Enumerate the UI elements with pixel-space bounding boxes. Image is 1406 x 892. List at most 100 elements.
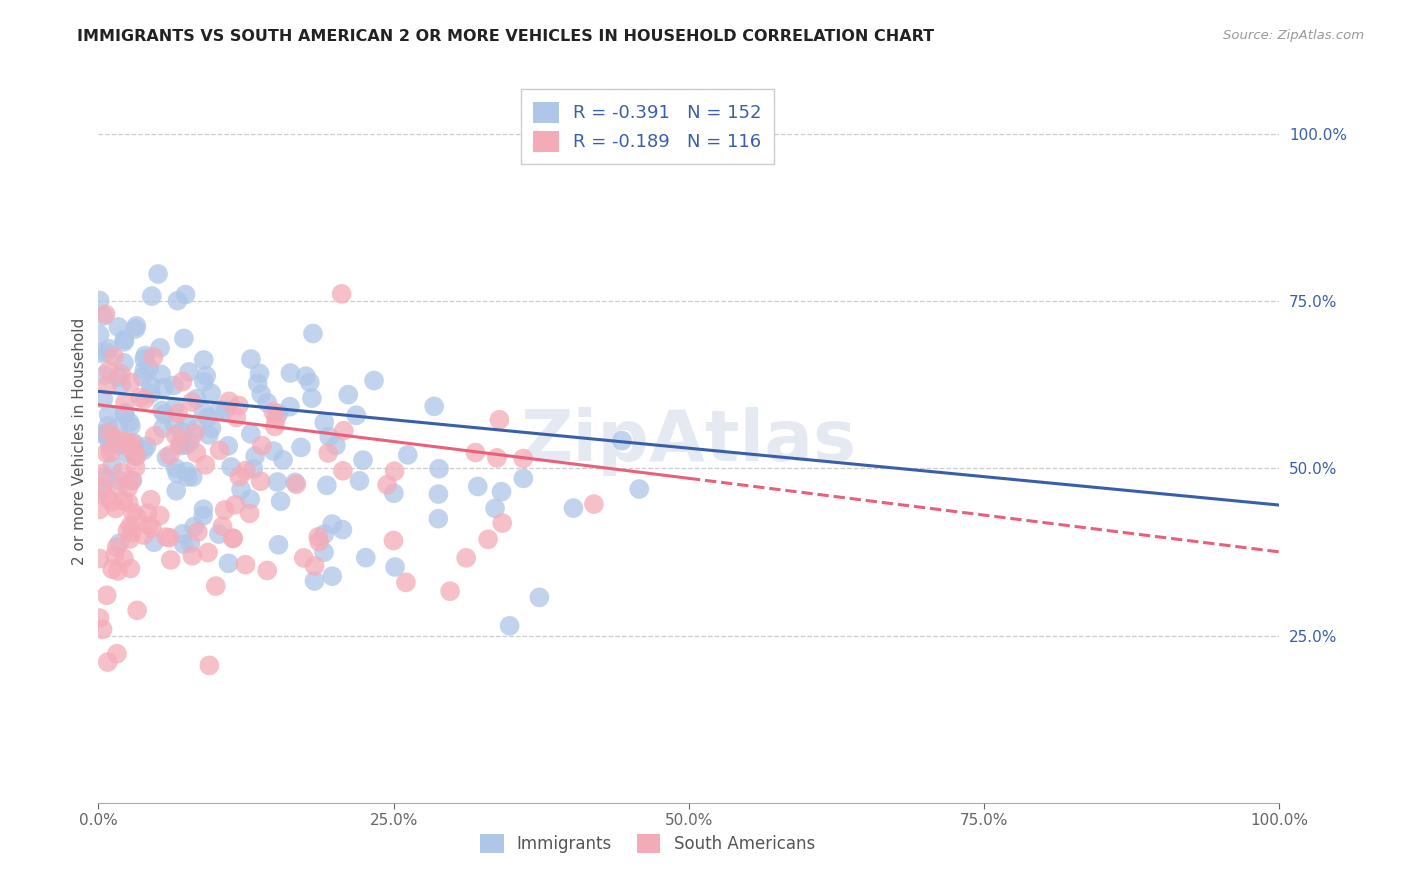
Point [97, 429, 120, 443]
Point [183, 519, 205, 533]
Point [127, 603, 149, 617]
Point [173, 331, 195, 345]
Point [195, 368, 218, 383]
Point [235, 558, 257, 572]
Legend: Immigrants, South Americans: Immigrants, South Americans [474, 827, 821, 860]
Point [121, 474, 143, 488]
Point [91, 481, 114, 495]
Point [354, 550, 377, 565]
Point [93, 470, 115, 484]
Point [163, 417, 186, 431]
Point [110, 376, 132, 391]
Point [312, 545, 335, 559]
Point [214, 503, 236, 517]
Point [172, 526, 194, 541]
Point [183, 426, 205, 441]
Point [423, 400, 446, 414]
Point [382, 486, 405, 500]
Point [143, 429, 166, 443]
Point [120, 376, 142, 390]
Point [264, 411, 287, 425]
Point [301, 391, 323, 405]
Point [562, 501, 585, 516]
Point [439, 584, 461, 599]
Point [396, 448, 419, 462]
Point [488, 413, 510, 427]
Point [333, 424, 356, 438]
Point [318, 430, 340, 444]
Point [229, 483, 252, 497]
Point [177, 470, 200, 484]
Point [211, 519, 233, 533]
Point [94, 307, 117, 321]
Point [193, 502, 215, 516]
Point [174, 287, 197, 301]
Point [174, 438, 197, 452]
Point [93, 309, 115, 323]
Text: ZipAtlas: ZipAtlas [522, 407, 856, 476]
Point [284, 475, 307, 490]
Point [167, 406, 190, 420]
Point [141, 521, 163, 535]
Point [98, 342, 121, 356]
Point [111, 465, 134, 479]
Point [280, 366, 302, 380]
Point [218, 557, 240, 571]
Point [485, 450, 508, 465]
Point [176, 417, 198, 432]
Point [107, 319, 129, 334]
Point [136, 506, 159, 520]
Point [582, 497, 605, 511]
Point [427, 487, 450, 501]
Point [96, 446, 118, 460]
Point [146, 267, 169, 281]
Point [107, 370, 129, 384]
Point [316, 446, 339, 460]
Point [325, 438, 347, 452]
Point [256, 395, 278, 409]
Point [97, 419, 120, 434]
Point [107, 564, 129, 578]
Point [228, 399, 250, 413]
Point [204, 579, 226, 593]
Point [121, 435, 143, 450]
Point [427, 461, 450, 475]
Point [243, 449, 266, 463]
Point [96, 378, 118, 392]
Point [104, 548, 127, 562]
Point [108, 536, 131, 550]
Point [96, 490, 118, 504]
Point [155, 450, 177, 465]
Point [96, 588, 118, 602]
Point [321, 569, 343, 583]
Point [307, 530, 329, 544]
Point [186, 392, 208, 406]
Point [321, 517, 343, 532]
Point [382, 533, 405, 548]
Point [121, 474, 143, 488]
Point [332, 523, 354, 537]
Point [139, 492, 162, 507]
Point [249, 367, 271, 381]
Point [298, 376, 321, 390]
Point [477, 533, 499, 547]
Point [186, 421, 208, 435]
Point [198, 428, 221, 442]
Point [208, 402, 231, 417]
Point [114, 408, 136, 422]
Point [170, 425, 193, 439]
Point [344, 409, 367, 423]
Point [152, 421, 174, 435]
Point [134, 349, 156, 363]
Point [179, 536, 201, 550]
Point [267, 407, 290, 421]
Point [180, 395, 202, 409]
Point [118, 415, 141, 429]
Point [120, 419, 142, 434]
Point [193, 405, 215, 419]
Point [375, 477, 398, 491]
Point [97, 363, 120, 377]
Point [120, 518, 142, 533]
Point [194, 458, 217, 472]
Point [91, 467, 114, 481]
